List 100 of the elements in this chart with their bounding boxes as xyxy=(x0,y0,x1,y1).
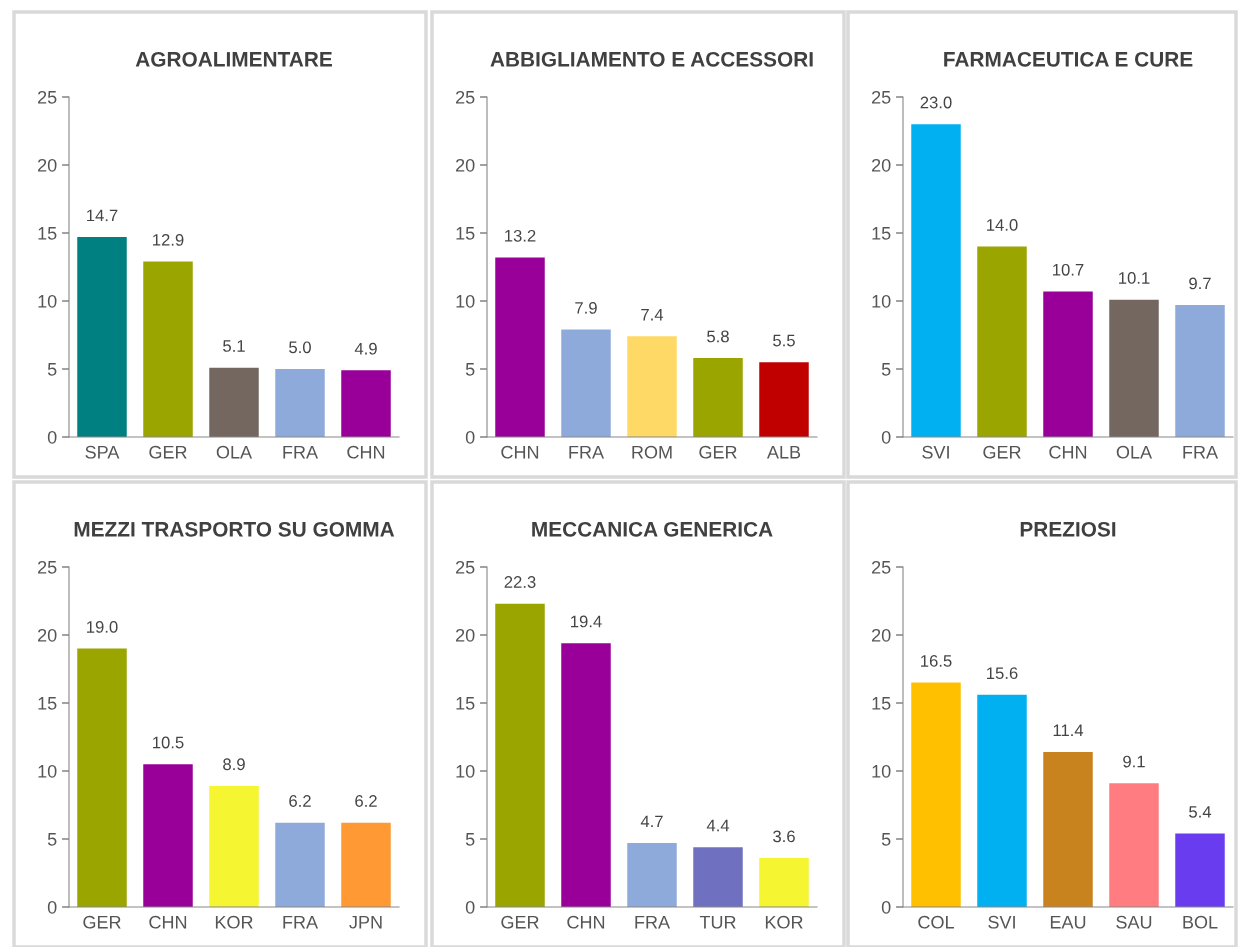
x-tick-label: FRA xyxy=(283,446,319,459)
chart-title: MECCANICA GENERICA xyxy=(532,521,773,537)
data-label: 3.6 xyxy=(773,830,795,843)
bar xyxy=(1175,305,1225,437)
bar xyxy=(143,764,193,907)
bar xyxy=(275,369,325,437)
x-tick-label: OLA xyxy=(216,445,253,459)
y-tick-label: 15 xyxy=(456,227,475,240)
data-label: 16.5 xyxy=(921,655,952,667)
y-tick-label: 5 xyxy=(47,363,57,376)
x-tick-label: COL xyxy=(918,915,954,929)
bar xyxy=(1043,751,1093,907)
data-label: 12.9 xyxy=(153,233,184,246)
x-tick-label: FRA xyxy=(569,446,605,459)
x-tick-label: EAU xyxy=(1050,916,1086,929)
bar xyxy=(341,822,391,907)
x-tick-label: GER xyxy=(699,445,737,459)
y-tick-label: 0 xyxy=(881,900,891,914)
bar xyxy=(627,336,677,437)
y-tick-label: 20 xyxy=(38,628,57,642)
x-tick-label: CHN xyxy=(1049,445,1087,459)
bar xyxy=(1109,299,1159,437)
x-tick-label: FRA xyxy=(283,916,319,929)
data-label: 7.9 xyxy=(575,301,597,314)
bar xyxy=(627,843,677,907)
y-tick-label: 10 xyxy=(38,294,57,308)
y-tick-label: 0 xyxy=(47,430,57,444)
bar xyxy=(341,370,391,437)
x-tick-label: OLA xyxy=(1116,445,1153,459)
x-tick-label: ROM xyxy=(632,445,672,459)
x-tick-label: SVI xyxy=(988,915,1015,929)
y-tick-label: 15 xyxy=(38,227,57,240)
y-tick-label: 25 xyxy=(872,90,891,104)
y-tick-label: 0 xyxy=(47,900,57,914)
y-tick-label: 10 xyxy=(456,764,475,778)
chart-title: ABBIGLIAMENTO E ACCESSORI xyxy=(490,51,813,67)
data-label: 4.9 xyxy=(354,342,377,355)
y-tick-label: 15 xyxy=(872,697,891,710)
y-tick-label: 20 xyxy=(456,158,475,172)
data-label: 5.0 xyxy=(289,341,311,354)
data-label: 5.1 xyxy=(223,340,245,352)
data-label: 14.7 xyxy=(87,209,118,222)
chart-title: FARMACEUTICA E CURE xyxy=(944,51,1193,67)
x-tick-label: CHN xyxy=(501,445,539,459)
data-label: 11.4 xyxy=(1053,724,1084,736)
y-tick-label: 0 xyxy=(465,900,475,914)
bar xyxy=(77,648,127,907)
y-tick-label: 10 xyxy=(872,764,891,778)
bar xyxy=(1043,291,1093,437)
bar xyxy=(977,694,1027,907)
x-tick-label: ALB xyxy=(766,446,801,459)
x-tick-label: BOL xyxy=(1183,915,1218,929)
x-tick-label: KOR xyxy=(215,915,253,929)
y-tick-label: 25 xyxy=(872,560,891,574)
data-label: 19.4 xyxy=(571,615,602,628)
bar xyxy=(209,785,259,907)
x-tick-label: FRA xyxy=(635,916,671,929)
y-tick-label: 15 xyxy=(456,697,475,710)
bar xyxy=(911,682,961,907)
y-tick-label: 25 xyxy=(38,560,57,574)
bar xyxy=(693,358,743,437)
y-tick-label: 10 xyxy=(38,764,57,778)
data-label: 7.4 xyxy=(641,308,664,321)
data-label: 14.0 xyxy=(987,219,1018,231)
data-label: 10.7 xyxy=(1053,263,1084,276)
data-label: 5.5 xyxy=(773,334,795,347)
y-tick-label: 20 xyxy=(872,628,891,642)
data-label: 10.5 xyxy=(153,736,184,749)
y-tick-label: 0 xyxy=(881,430,891,444)
data-label: 5.4 xyxy=(1189,806,1212,818)
data-label: 5.8 xyxy=(707,330,729,343)
bar xyxy=(561,643,611,907)
bar xyxy=(693,847,743,907)
y-tick-label: 15 xyxy=(38,697,57,710)
y-tick-label: 25 xyxy=(456,90,475,104)
x-tick-label: SVI xyxy=(922,445,949,459)
bar xyxy=(209,367,259,437)
data-label: 4.4 xyxy=(706,819,730,832)
y-tick-label: 25 xyxy=(456,560,475,574)
bar xyxy=(495,603,545,907)
x-tick-label: TUR xyxy=(699,916,736,929)
data-label: 9.7 xyxy=(1189,277,1211,290)
bar xyxy=(977,246,1027,437)
bar xyxy=(77,237,127,437)
y-tick-label: 0 xyxy=(465,430,475,444)
data-label: 4.7 xyxy=(640,815,663,828)
chart-title: AGROALIMENTARE xyxy=(135,51,332,67)
data-label: 8.9 xyxy=(223,758,245,771)
data-label: 15.6 xyxy=(987,667,1018,680)
y-tick-label: 25 xyxy=(38,90,57,104)
y-tick-label: 10 xyxy=(456,294,475,308)
y-tick-label: 5 xyxy=(465,363,475,376)
x-tick-label: GER xyxy=(983,445,1021,459)
y-tick-label: 20 xyxy=(38,158,57,172)
x-tick-label: SAU xyxy=(1116,915,1152,929)
y-tick-label: 15 xyxy=(872,227,891,240)
x-tick-label: CHN xyxy=(347,445,385,459)
y-tick-label: 5 xyxy=(881,833,891,846)
data-label: 22.3 xyxy=(504,576,536,588)
x-tick-label: KOR xyxy=(765,915,803,929)
